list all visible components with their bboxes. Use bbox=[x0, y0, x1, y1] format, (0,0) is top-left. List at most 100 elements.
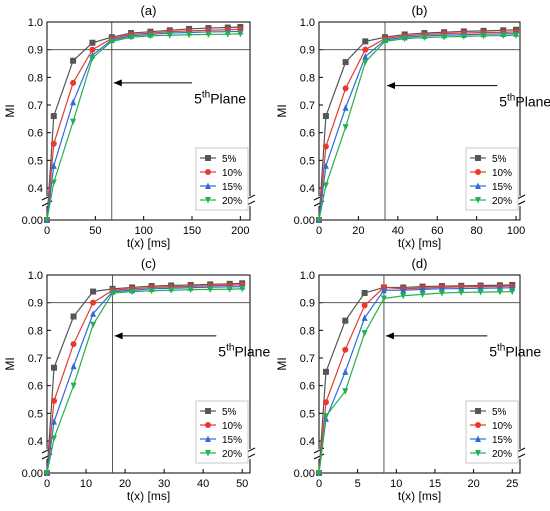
y-tick-label: 0.8 bbox=[28, 72, 43, 84]
data-point bbox=[90, 310, 97, 317]
data-point bbox=[460, 33, 467, 40]
y-tick-label: 1.0 bbox=[28, 270, 43, 282]
data-point bbox=[361, 289, 368, 296]
axis-break-gap bbox=[41, 196, 53, 206]
data-point bbox=[51, 397, 58, 404]
x-tick-label: 0 bbox=[316, 478, 322, 490]
annotation-num: 5 bbox=[218, 344, 226, 360]
legend-label: 10% bbox=[492, 421, 512, 432]
data-point bbox=[322, 113, 329, 120]
annotation-arrowhead bbox=[114, 332, 123, 340]
data-point bbox=[500, 32, 507, 40]
legend-label: 20% bbox=[222, 196, 242, 207]
annotation-num: 5 bbox=[489, 344, 497, 360]
x-axis-label: t(x) [ms] bbox=[127, 236, 170, 250]
y-tick-label: 0.4 bbox=[300, 183, 315, 195]
data-point bbox=[382, 38, 389, 45]
y-tick-label: 0.7 bbox=[300, 100, 315, 112]
y-tick-label: 1.0 bbox=[300, 270, 315, 282]
x-tick-label: 10 bbox=[80, 478, 92, 490]
data-point bbox=[109, 289, 116, 297]
x-tick-label: 10 bbox=[390, 478, 402, 490]
y-tick-label: 0.8 bbox=[28, 325, 43, 337]
panel-title: (c) bbox=[141, 256, 156, 271]
x-tick-label: 25 bbox=[506, 478, 518, 490]
data-point bbox=[89, 46, 96, 53]
y-tick-label: 0.5 bbox=[300, 408, 315, 420]
data-point bbox=[205, 169, 211, 175]
data-point bbox=[90, 299, 97, 306]
annotation-num: 5 bbox=[499, 93, 507, 109]
series-line bbox=[46, 288, 243, 474]
axis-break-gap bbox=[244, 196, 256, 206]
y-tick-label: 0.6 bbox=[28, 381, 43, 393]
chart-panel-a: 0.4 0.5 0.6 0.7 0.8 0.9 1.0 0.000 50 100 150 200 t(x… bbox=[3, 3, 256, 250]
series-line bbox=[46, 286, 243, 474]
axis-break-mark bbox=[313, 453, 325, 460]
data-point bbox=[362, 46, 369, 53]
x-tick-label: 0 bbox=[44, 478, 50, 490]
legend-label: 5% bbox=[222, 154, 237, 165]
data-point bbox=[401, 35, 408, 43]
x-tick-label: 200 bbox=[231, 225, 249, 237]
data-point bbox=[70, 79, 77, 86]
data-point bbox=[475, 197, 481, 204]
data-point bbox=[322, 162, 329, 169]
data-point bbox=[475, 435, 481, 442]
x-tick-label: 15 bbox=[429, 478, 441, 490]
y-tick-label: 0.6 bbox=[28, 128, 43, 140]
y-tick-label: 0.4 bbox=[28, 183, 43, 195]
annotation-sup: th bbox=[507, 92, 515, 103]
x-axis-label: t(x) [ms] bbox=[398, 236, 441, 250]
series-line bbox=[46, 26, 241, 221]
data-point bbox=[342, 388, 349, 395]
data-point bbox=[342, 85, 349, 92]
series-line bbox=[46, 30, 241, 221]
data-point bbox=[187, 286, 194, 294]
data-point bbox=[400, 292, 407, 300]
data-point bbox=[89, 39, 96, 46]
x-tick-label: 150 bbox=[183, 225, 201, 237]
data-point bbox=[70, 362, 77, 370]
data-point bbox=[50, 113, 57, 120]
data-point bbox=[129, 288, 136, 296]
y-tick-label: 0.4 bbox=[28, 436, 43, 448]
data-point bbox=[421, 34, 428, 41]
x-tick-label: 50 bbox=[89, 225, 101, 237]
data-point bbox=[380, 286, 387, 294]
legend-label: 15% bbox=[492, 435, 512, 446]
series-line bbox=[46, 284, 243, 474]
legend-label: 20% bbox=[492, 196, 512, 207]
chart-panel-c: 0.4 0.5 0.6 0.7 0.8 0.9 1.0 0.000 10 20 30 40 50 t(x)… bbox=[3, 256, 270, 503]
series-line bbox=[318, 33, 517, 221]
chart-panel-b: 0.4 0.5 0.6 0.7 0.8 0.9 1.0 0.000 20 40 60 80 100 t(x… bbox=[275, 3, 550, 250]
y-axis-label: MI bbox=[3, 104, 17, 117]
y-tick-label: 0.6 bbox=[300, 381, 315, 393]
legend-label: 15% bbox=[222, 182, 242, 193]
data-point bbox=[438, 289, 445, 297]
series-line bbox=[46, 33, 241, 221]
y-tick-label-zero: 0.00 bbox=[22, 468, 43, 480]
x-tick-label: 30 bbox=[158, 478, 170, 490]
data-point bbox=[475, 450, 481, 457]
y-tick-label: 0.5 bbox=[28, 408, 43, 420]
data-point bbox=[342, 59, 349, 66]
legend-label: 10% bbox=[222, 421, 242, 432]
data-point bbox=[509, 288, 516, 296]
data-point bbox=[342, 317, 349, 324]
data-point bbox=[441, 33, 448, 41]
plot-frame bbox=[46, 21, 251, 221]
y-tick-label: 1.0 bbox=[300, 17, 315, 29]
annotation-text: 5thPlane bbox=[218, 343, 270, 360]
data-point bbox=[51, 364, 58, 371]
legend-label: 15% bbox=[492, 182, 512, 193]
data-point bbox=[205, 450, 211, 457]
data-point bbox=[205, 155, 211, 161]
data-point bbox=[477, 289, 484, 296]
data-point bbox=[90, 321, 97, 329]
x-tick-label: 0 bbox=[316, 225, 322, 237]
data-point bbox=[90, 288, 97, 295]
y-tick-label: 0.7 bbox=[28, 100, 43, 112]
data-point bbox=[70, 313, 77, 320]
